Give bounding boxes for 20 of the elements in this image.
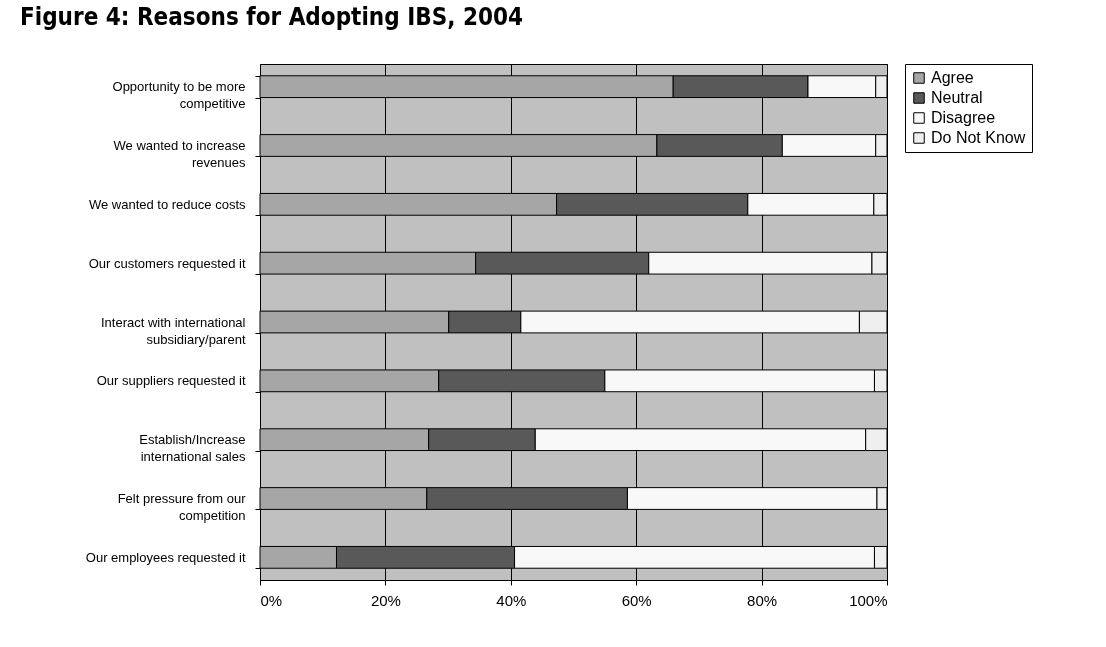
y-tick-label: Establish/Increase international sales — [139, 432, 246, 465]
y-tick-label: Our employees requested it — [85, 549, 246, 565]
legend-label: Neutral — [931, 89, 983, 106]
x-tick-label: 40% — [496, 591, 527, 609]
x-tick-label: 80% — [747, 591, 778, 609]
y-tick-label: Our customers requested it — [88, 255, 246, 271]
y-tick-label: Felt pressure from our competition — [117, 491, 247, 524]
y-tick-label: We wanted to increase revenues — [113, 137, 246, 170]
y-tick-label: Opportunity to be more competitive — [112, 79, 246, 112]
chart-title: Figure 4: Reasons for Adopting IBS, 2004 — [20, 3, 523, 31]
legend-label: Disagree — [931, 109, 996, 126]
y-tick-label: Interact with international subsidiary/parent — [100, 314, 246, 347]
y-tick-label: Our suppliers requested it — [96, 373, 246, 389]
x-tick-label: 20% — [370, 591, 401, 609]
legend-label: Do Not Know — [931, 129, 1026, 146]
legend-label: Agree — [931, 69, 974, 86]
x-tick-label: 100% — [849, 591, 888, 609]
x-tick-label: 60% — [621, 591, 652, 609]
x-tick-label: 0% — [260, 591, 283, 609]
y-tick-label: We wanted to reduce costs — [88, 196, 246, 212]
